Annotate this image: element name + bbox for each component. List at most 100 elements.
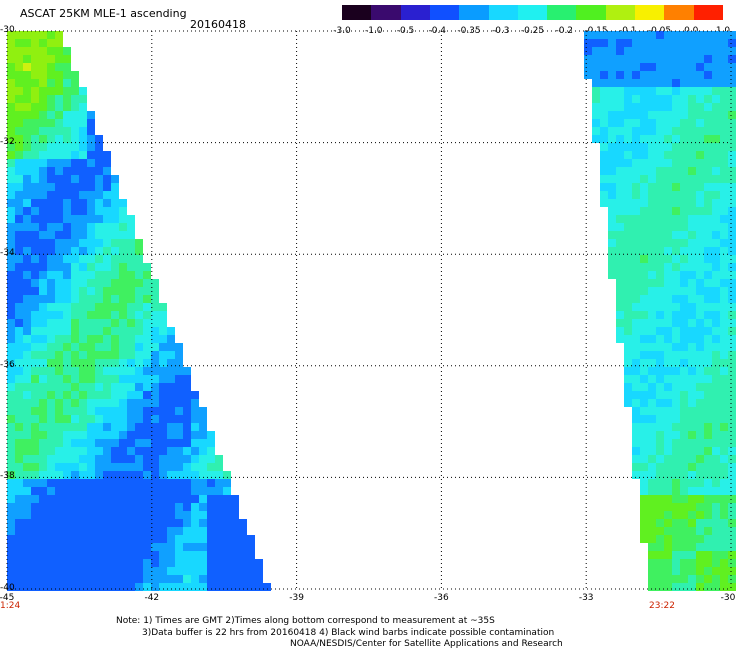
- swath-cell: [183, 407, 191, 415]
- swath-cell: [672, 143, 680, 151]
- swath-cell: [111, 239, 119, 247]
- swath-cell: [664, 247, 672, 255]
- swath-cell: [720, 111, 728, 119]
- swath-cell: [688, 327, 696, 335]
- swath-cell: [239, 551, 247, 559]
- swath-cell: [191, 471, 199, 479]
- swath-cell: [39, 31, 47, 39]
- swath-cell: [728, 527, 736, 535]
- swath-cell: [223, 559, 231, 567]
- swath-cell: [119, 431, 127, 439]
- swath-cell: [664, 167, 672, 175]
- swath-cell: [632, 39, 640, 47]
- swath-cell: [31, 199, 39, 207]
- swath-cell: [616, 263, 624, 271]
- swath-cell: [664, 87, 672, 95]
- swath-cell: [712, 471, 720, 479]
- swath-cell: [632, 175, 640, 183]
- swath-cell: [656, 543, 664, 551]
- swath-cell: [55, 183, 63, 191]
- swath-cell: [71, 167, 79, 175]
- swath-cell: [704, 351, 712, 359]
- swath-cell: [616, 39, 624, 47]
- swath-cell: [55, 39, 63, 47]
- swath-cell: [704, 527, 712, 535]
- swath-cell: [95, 359, 103, 367]
- swath-cell: [640, 231, 648, 239]
- swath-cell: [215, 543, 223, 551]
- swath-cell: [632, 47, 640, 55]
- swath-cell: [656, 263, 664, 271]
- swath-cell: [712, 463, 720, 471]
- swath-cell: [624, 359, 632, 367]
- swath-cell: [720, 143, 728, 151]
- swath-cell: [159, 431, 167, 439]
- swath-cell: [688, 471, 696, 479]
- swath-cell: [624, 391, 632, 399]
- swath-cell: [680, 183, 688, 191]
- swath-cell: [15, 495, 23, 503]
- swath-cell: [664, 503, 672, 511]
- swath-cell: [167, 543, 175, 551]
- swath-cell: [79, 367, 87, 375]
- swath-cell: [704, 543, 712, 551]
- swath-cell: [103, 279, 111, 287]
- swath-cell: [63, 567, 71, 575]
- swath-cell: [696, 71, 704, 79]
- swath-cell: [712, 391, 720, 399]
- swath-cell: [63, 543, 71, 551]
- swath-cell: [175, 359, 183, 367]
- swath-cell: [7, 79, 15, 87]
- swath-cell: [728, 351, 736, 359]
- swath-cell: [664, 183, 672, 191]
- swath-cell: [640, 519, 648, 527]
- swath-cell: [119, 351, 127, 359]
- swath-cell: [87, 279, 95, 287]
- swath-cell: [15, 151, 23, 159]
- swath-cell: [624, 231, 632, 239]
- swath-cell: [39, 95, 47, 103]
- swath-cell: [87, 447, 95, 455]
- swath-cell: [728, 439, 736, 447]
- swath-cell: [111, 519, 119, 527]
- swath-cell: [87, 271, 95, 279]
- swath-cell: [656, 255, 664, 263]
- swath-cell: [159, 487, 167, 495]
- swath-cell: [79, 383, 87, 391]
- swath-cell: [119, 343, 127, 351]
- swath-cell: [63, 559, 71, 567]
- swath-cell: [143, 559, 151, 567]
- swath-cell: [696, 495, 704, 503]
- swath-cell: [143, 575, 151, 583]
- swath-cell: [47, 367, 55, 375]
- swath-cell: [111, 527, 119, 535]
- swath-cell: [31, 423, 39, 431]
- swath-cell: [167, 575, 175, 583]
- swath-cell: [664, 535, 672, 543]
- swath-cell: [648, 175, 656, 183]
- swath-cell: [39, 143, 47, 151]
- swath-cell: [672, 423, 680, 431]
- swath-cell: [696, 583, 704, 591]
- swath-cell: [704, 279, 712, 287]
- swath-cell: [103, 263, 111, 271]
- swath-cell: [223, 575, 231, 583]
- swath-cell: [688, 255, 696, 263]
- swath-cell: [696, 335, 704, 343]
- swath-cell: [704, 431, 712, 439]
- swath-cell: [167, 495, 175, 503]
- swath-cell: [712, 303, 720, 311]
- swath-cell: [103, 559, 111, 567]
- swath-cell: [199, 519, 207, 527]
- swath-cell: [696, 199, 704, 207]
- swath-cell: [592, 127, 600, 135]
- swath-cell: [680, 271, 688, 279]
- swath-cell: [720, 575, 728, 583]
- swath-cell: [63, 215, 71, 223]
- swath-cell: [648, 551, 656, 559]
- swath-cell: [55, 511, 63, 519]
- swath-cell: [239, 559, 247, 567]
- swath-cell: [624, 143, 632, 151]
- swath-cell: [696, 519, 704, 527]
- swath-cell: [688, 551, 696, 559]
